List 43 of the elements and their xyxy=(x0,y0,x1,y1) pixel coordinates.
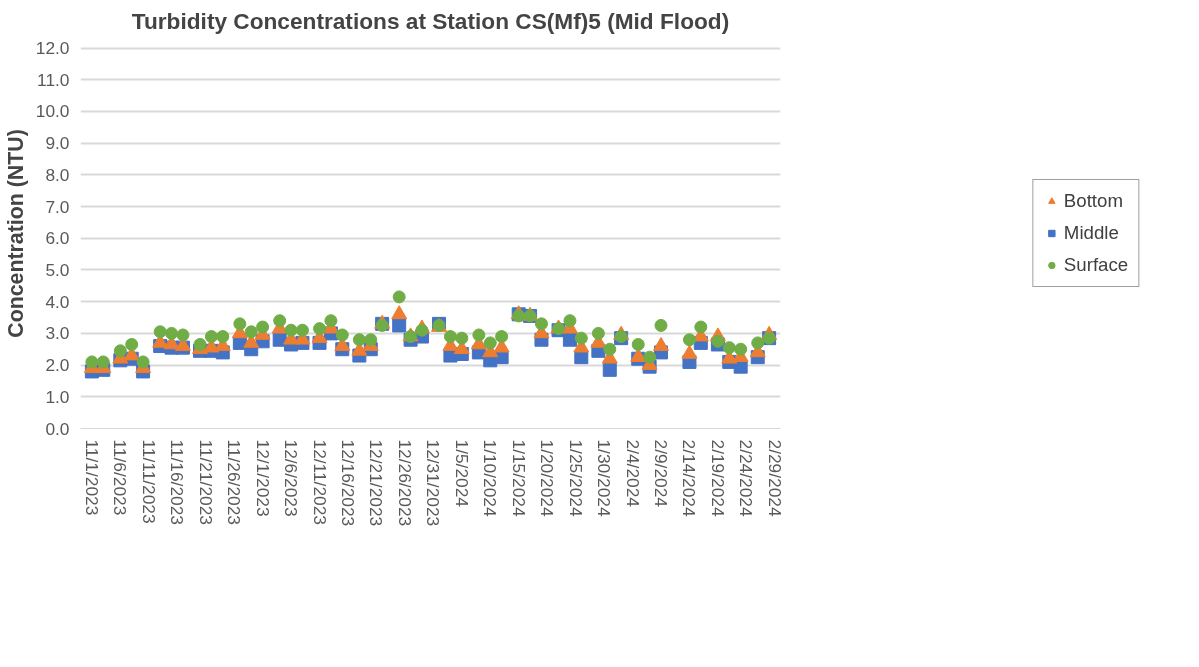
y-tick-label: 12.0 xyxy=(35,38,70,59)
y-tick-label: 4.0 xyxy=(45,291,70,312)
x-tick-label: 1/10/2024 xyxy=(480,439,501,517)
x-tick-label: 11/16/2023 xyxy=(167,439,188,525)
x-tick-label: 12/11/2023 xyxy=(309,439,330,525)
y-tick-label: 6.0 xyxy=(45,228,70,249)
x-tick-label: 2/4/2024 xyxy=(622,439,643,508)
chart-title: Turbidity Concentrations at Station CS(Mf)5 (Mid Flood) xyxy=(131,7,730,34)
y-tick-label: 3.0 xyxy=(45,323,70,344)
x-tick-label: 2/14/2024 xyxy=(679,439,700,517)
x-tick-label: 11/21/2023 xyxy=(195,439,216,525)
x-tick-label: 1/20/2024 xyxy=(537,439,558,517)
y-axis-title: Concentration (NTU) xyxy=(3,129,28,338)
y-tick-label: 9.0 xyxy=(45,133,70,154)
y-tick-label: 2.0 xyxy=(45,355,70,376)
y-tick-label: 7.0 xyxy=(45,196,70,217)
y-tick-label: 5.0 xyxy=(45,259,70,280)
x-tick-label: 11/11/2023 xyxy=(138,439,159,524)
x-tick-label: 1/30/2024 xyxy=(594,439,615,517)
x-tick-label: 1/25/2024 xyxy=(565,439,586,517)
x-tick-label: 1/5/2024 xyxy=(451,439,472,508)
y-tick-label: 10.0 xyxy=(35,101,70,122)
y-tick-label: 0.0 xyxy=(45,418,70,439)
y-tick-label: 8.0 xyxy=(45,164,70,185)
x-tick-label: 2/9/2024 xyxy=(650,439,671,508)
x-tick-label: 12/1/2023 xyxy=(252,439,273,517)
y-tick-label: 1.0 xyxy=(45,386,70,407)
x-tick-label: 1/15/2024 xyxy=(508,439,529,517)
legend-label: Surface xyxy=(1063,254,1129,276)
x-tick-label: 12/31/2023 xyxy=(423,439,444,527)
x-tick-label: 11/26/2023 xyxy=(224,439,245,525)
x-tick-label: 12/26/2023 xyxy=(394,439,415,527)
y-tick-label: 11.0 xyxy=(37,69,70,90)
x-tick-label: 2/19/2024 xyxy=(707,439,728,517)
x-tick-label: 11/6/2023 xyxy=(110,439,131,516)
x-tick-label: 12/16/2023 xyxy=(337,439,358,527)
legend-label: Bottom xyxy=(1063,190,1123,212)
legend-label: Middle xyxy=(1063,222,1119,244)
x-tick-label: 12/6/2023 xyxy=(281,439,302,517)
x-tick-label: 2/29/2024 xyxy=(764,439,785,517)
x-tick-label: 2/24/2024 xyxy=(736,439,757,517)
x-tick-label: 11/1/2023 xyxy=(81,439,102,516)
x-tick-label: 12/21/2023 xyxy=(366,439,387,527)
